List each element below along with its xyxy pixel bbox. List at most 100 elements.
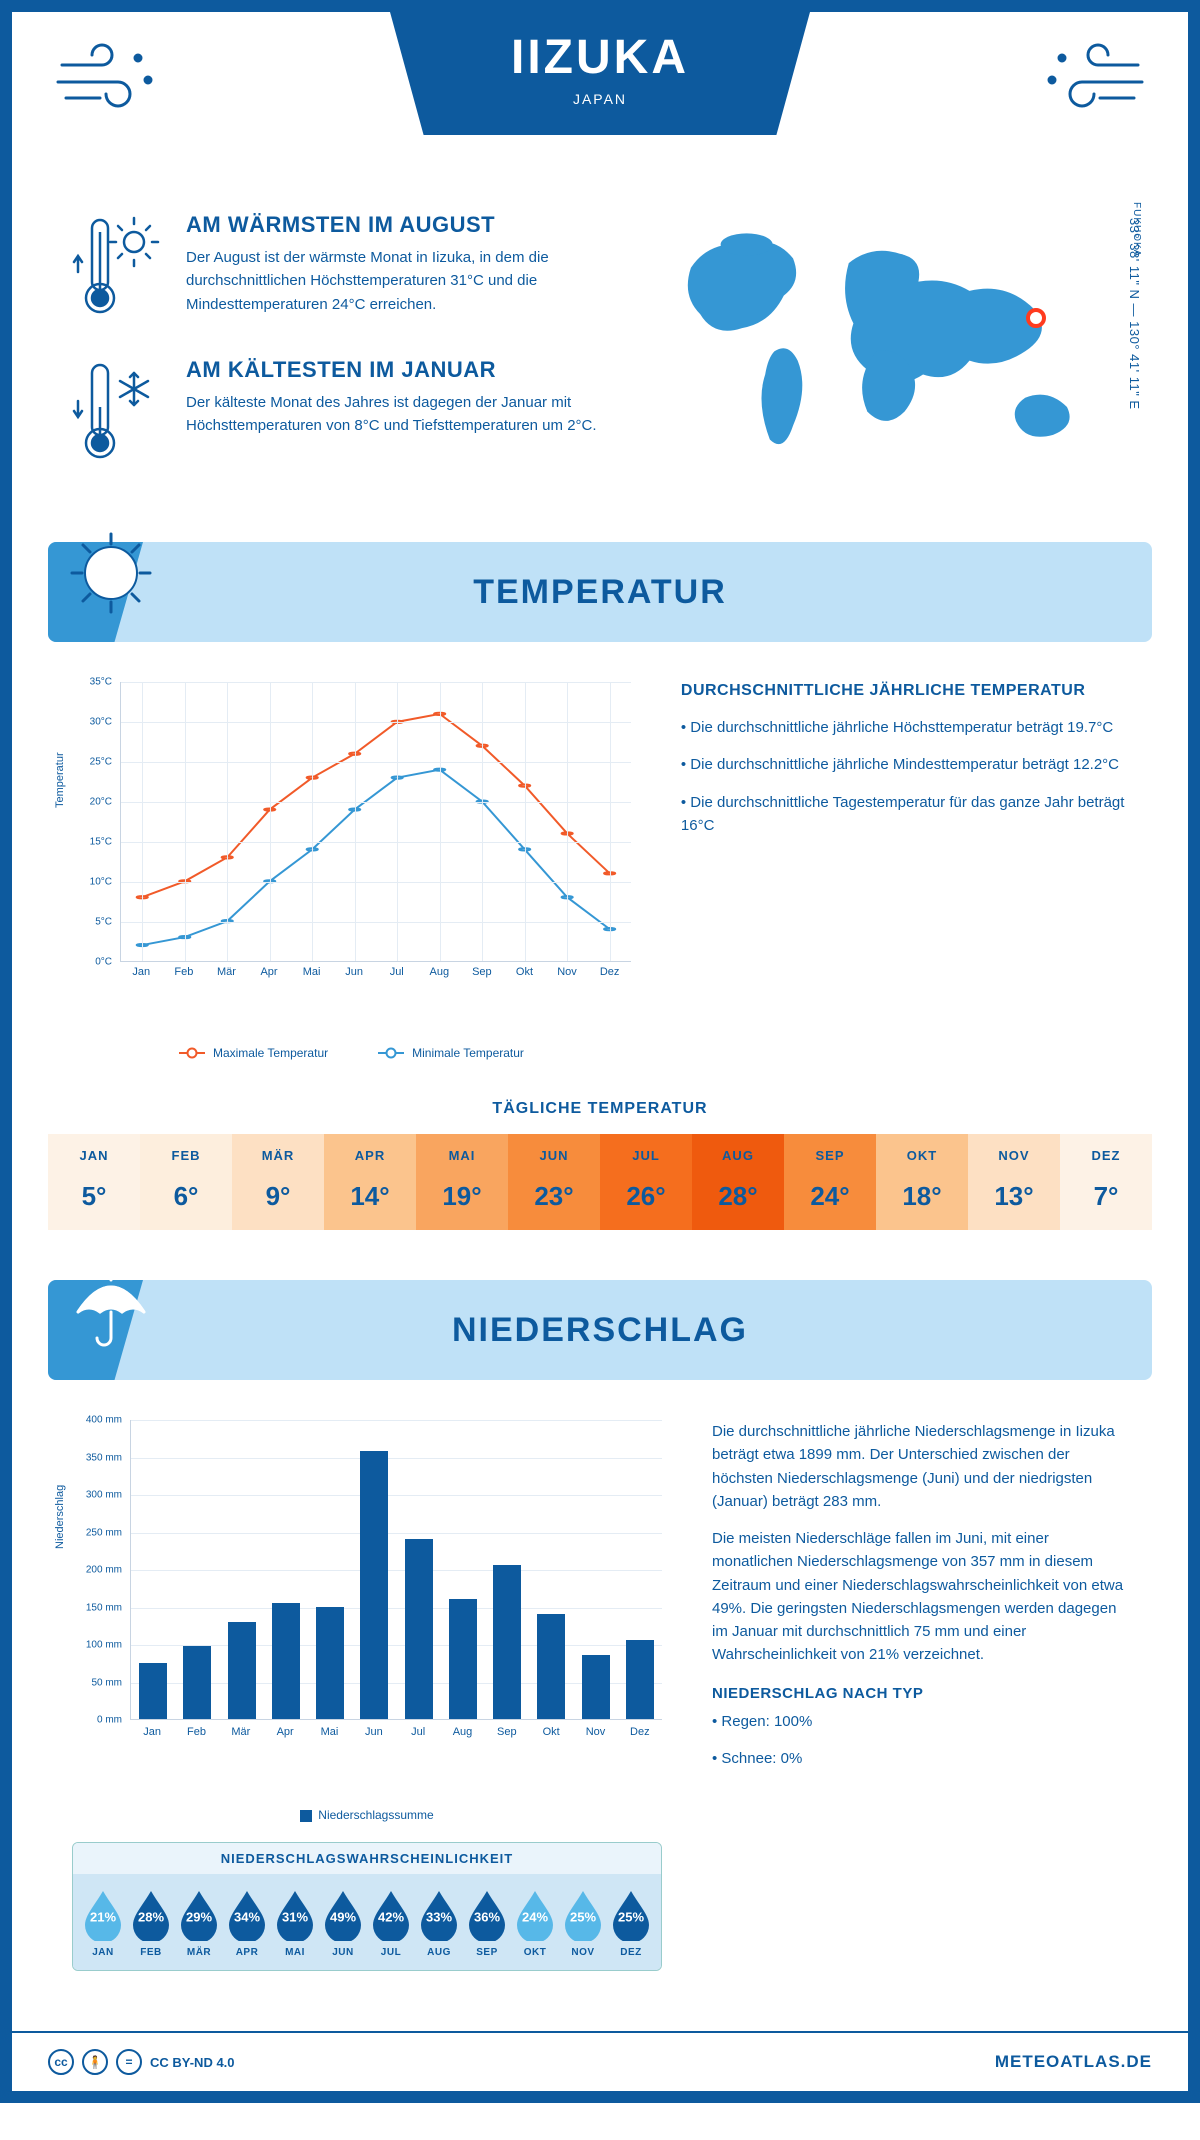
raindrop-icon: 29% xyxy=(177,1889,221,1941)
umbrella-icon xyxy=(66,1266,156,1361)
temp-cell: FEB6° xyxy=(140,1134,232,1230)
precip-paragraph-2: Die meisten Niederschläge fallen im Juni… xyxy=(712,1527,1128,1667)
raindrop-icon: 42% xyxy=(369,1889,413,1941)
bar xyxy=(582,1655,610,1719)
bar xyxy=(493,1565,521,1719)
bar xyxy=(139,1663,167,1719)
raindrop-icon: 21% xyxy=(81,1889,125,1941)
prob-cell: 28%FEB xyxy=(129,1889,173,1958)
raindrop-icon: 34% xyxy=(225,1889,269,1941)
cc-icon: cc xyxy=(48,2049,74,2075)
sun-icon xyxy=(66,528,156,623)
thermometer-sun-icon xyxy=(72,212,162,327)
temp-bullet-1: • Die durchschnittliche jährliche Höchst… xyxy=(681,716,1128,739)
city-title: IIZUKA xyxy=(390,30,810,85)
bar xyxy=(449,1599,477,1719)
warmest-fact: AM WÄRMSTEN IM AUGUST Der August ist der… xyxy=(72,212,604,327)
coordinates: 33° 38' 11" N — 130° 41' 11" E xyxy=(1127,218,1142,410)
nd-icon: = xyxy=(116,2049,142,2075)
bar xyxy=(537,1614,565,1719)
temp-cell: DEZ7° xyxy=(1060,1134,1152,1230)
country-subtitle: JAPAN xyxy=(390,91,810,107)
temp-cell: MAI19° xyxy=(416,1134,508,1230)
wind-icon xyxy=(52,40,162,125)
temp-text-title: DURCHSCHNITTLICHE JÄHRLICHE TEMPERATUR xyxy=(681,682,1128,700)
temp-legend: Maximale Temperatur Minimale Temperatur xyxy=(72,1046,631,1060)
temperature-line-chart: Temperatur 0°C5°C10°C15°C20°C25°C30°C35°… xyxy=(72,682,631,1002)
brand-text: METEOATLAS.DE xyxy=(995,2052,1152,2072)
temp-cell: JUN23° xyxy=(508,1134,600,1230)
temp-cell: NOV13° xyxy=(968,1134,1060,1230)
precip-paragraph-1: Die durchschnittliche jährliche Niedersc… xyxy=(712,1420,1128,1513)
probability-title: NIEDERSCHLAGSWAHRSCHEINLICHKEIT xyxy=(73,1843,661,1875)
temp-bullet-2: • Die durchschnittliche jährliche Mindes… xyxy=(681,753,1128,776)
prob-cell: 31%MAI xyxy=(273,1889,317,1958)
precipitation-bar-chart: Niederschlag 0 mm50 mm100 mm150 mm200 mm… xyxy=(72,1420,662,1760)
raindrop-icon: 33% xyxy=(417,1889,461,1941)
prob-cell: 25%NOV xyxy=(561,1889,605,1958)
prob-cell: 33%AUG xyxy=(417,1889,461,1958)
by-icon: 🧍 xyxy=(82,2049,108,2075)
precipitation-heading: NIEDERSCHLAG xyxy=(452,1311,748,1350)
legend-max: Maximale Temperatur xyxy=(213,1046,328,1060)
temp-bullet-3: • Die durchschnittliche Tagestemperatur … xyxy=(681,791,1128,838)
temp-cell: JAN5° xyxy=(48,1134,140,1230)
header: IIZUKA JAPAN xyxy=(12,12,1188,192)
temperature-banner: TEMPERATUR xyxy=(48,542,1152,642)
precip-type-snow: • Schnee: 0% xyxy=(712,1747,1128,1770)
bar-legend: Niederschlagssumme xyxy=(72,1808,662,1822)
title-banner: IIZUKA JAPAN xyxy=(390,12,810,135)
precipitation-body: Niederschlag 0 mm50 mm100 mm150 mm200 mm… xyxy=(12,1380,1188,1991)
thermometer-snow-icon xyxy=(72,357,162,472)
wind-icon xyxy=(1038,40,1148,125)
bar xyxy=(183,1646,211,1720)
infographic-frame: IIZUKA JAPAN AM WÄRMSTEN IM AUGUST Der A… xyxy=(0,0,1200,2103)
temp-cell: AUG28° xyxy=(692,1134,784,1230)
bar xyxy=(405,1539,433,1719)
probability-box: NIEDERSCHLAGSWAHRSCHEINLICHKEIT 21%JAN28… xyxy=(72,1842,662,1971)
coldest-text: Der kälteste Monat des Jahres ist dagege… xyxy=(186,391,604,438)
bar xyxy=(228,1622,256,1720)
intro-section: AM WÄRMSTEN IM AUGUST Der August ist der… xyxy=(12,192,1188,542)
precip-type-rain: • Regen: 100% xyxy=(712,1710,1128,1733)
temp-cell: OKT18° xyxy=(876,1134,968,1230)
license-block: cc 🧍 = CC BY-ND 4.0 xyxy=(48,2049,235,2075)
bar xyxy=(360,1451,388,1719)
bar xyxy=(316,1607,344,1720)
bar xyxy=(272,1603,300,1719)
raindrop-icon: 24% xyxy=(513,1889,557,1941)
temp-y-axis-label: Temperatur xyxy=(54,752,66,808)
temperature-heading: TEMPERATUR xyxy=(473,573,727,612)
license-text: CC BY-ND 4.0 xyxy=(150,2055,235,2070)
legend-min: Minimale Temperatur xyxy=(412,1046,524,1060)
footer: cc 🧍 = CC BY-ND 4.0 METEOATLAS.DE xyxy=(12,2031,1188,2091)
prob-cell: 34%APR xyxy=(225,1889,269,1958)
precipitation-banner: NIEDERSCHLAG xyxy=(48,1280,1152,1380)
coldest-title: AM KÄLTESTEN IM JANUAR xyxy=(186,357,604,383)
raindrop-icon: 25% xyxy=(609,1889,653,1941)
prob-cell: 36%SEP xyxy=(465,1889,509,1958)
warmest-text: Der August ist der wärmste Monat in Iizu… xyxy=(186,246,604,316)
raindrop-icon: 25% xyxy=(561,1889,605,1941)
temp-cell: JUL26° xyxy=(600,1134,692,1230)
daily-temp-strip: JAN5°FEB6°MÄR9°APR14°MAI19°JUN23°JUL26°A… xyxy=(48,1134,1152,1230)
warmest-title: AM WÄRMSTEN IM AUGUST xyxy=(186,212,604,238)
prob-cell: 21%JAN xyxy=(81,1889,125,1958)
bar xyxy=(626,1640,654,1719)
temp-cell: APR14° xyxy=(324,1134,416,1230)
daily-temp-title: TÄGLICHE TEMPERATUR xyxy=(12,1100,1188,1118)
prob-cell: 24%OKT xyxy=(513,1889,557,1958)
raindrop-icon: 36% xyxy=(465,1889,509,1941)
raindrop-icon: 31% xyxy=(273,1889,317,1941)
temp-cell: SEP24° xyxy=(784,1134,876,1230)
prob-cell: 25%DEZ xyxy=(609,1889,653,1958)
coldest-fact: AM KÄLTESTEN IM JANUAR Der kälteste Mona… xyxy=(72,357,604,472)
prob-cell: 42%JUL xyxy=(369,1889,413,1958)
raindrop-icon: 28% xyxy=(129,1889,173,1941)
precip-type-title: NIEDERSCHLAG NACH TYP xyxy=(712,1685,1128,1702)
temp-cell: MÄR9° xyxy=(232,1134,324,1230)
precip-y-axis-label: Niederschlag xyxy=(54,1485,66,1549)
raindrop-icon: 49% xyxy=(321,1889,365,1941)
prob-cell: 49%JUN xyxy=(321,1889,365,1958)
world-map xyxy=(644,212,1128,472)
